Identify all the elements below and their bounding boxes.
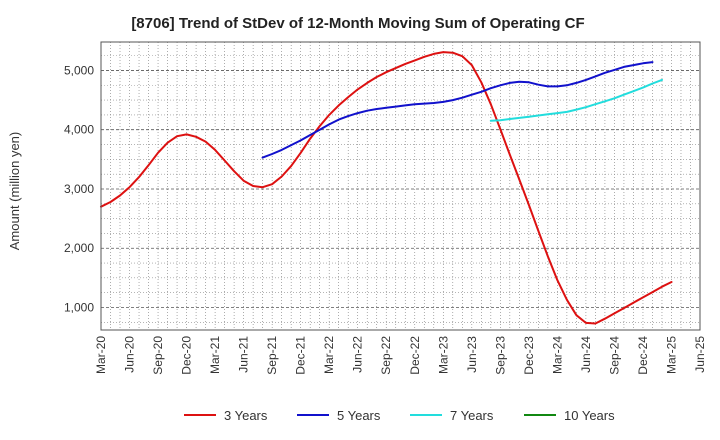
y-axis-title: Amount (million yen) bbox=[7, 132, 22, 251]
y-tick-label: 5,000 bbox=[64, 63, 94, 77]
x-tick-label: Mar-21 bbox=[208, 336, 222, 374]
x-tick-label: Sep-23 bbox=[493, 336, 507, 375]
x-tick-label: Sep-20 bbox=[151, 336, 165, 375]
x-tick-label: Dec-23 bbox=[522, 336, 536, 375]
x-tick-label: Jun-23 bbox=[465, 336, 479, 373]
y-tick-label: 2,000 bbox=[64, 241, 94, 255]
y-tick-label: 1,000 bbox=[64, 300, 94, 314]
series-layer bbox=[100, 51, 673, 325]
legend-label: 3 Years bbox=[224, 408, 268, 423]
series-line-5-years bbox=[261, 61, 654, 159]
plot-area bbox=[101, 42, 700, 330]
series-line-3-years bbox=[100, 51, 673, 325]
x-tick-label: Mar-25 bbox=[664, 336, 678, 374]
x-tick-label: Mar-24 bbox=[550, 336, 564, 374]
x-tick-label: Jun-25 bbox=[693, 336, 707, 373]
x-tick-label: Sep-24 bbox=[607, 336, 621, 375]
y-tick-label: 4,000 bbox=[64, 123, 94, 137]
x-tick-label: Sep-21 bbox=[265, 336, 279, 375]
x-tick-label: Mar-22 bbox=[322, 336, 336, 374]
x-tick-label: Mar-20 bbox=[94, 336, 108, 374]
legend-label: 10 Years bbox=[564, 408, 615, 423]
x-tick-label: Sep-22 bbox=[379, 336, 393, 375]
legend-label: 5 Years bbox=[337, 408, 381, 423]
x-tick-label: Dec-20 bbox=[180, 336, 194, 375]
x-tick-label: Jun-20 bbox=[123, 336, 137, 373]
x-tick-label: Jun-24 bbox=[579, 336, 593, 373]
legend-label: 7 Years bbox=[450, 408, 494, 423]
y-tick-label: 3,000 bbox=[64, 182, 94, 196]
plot-frame bbox=[100, 41, 701, 331]
x-tick-label: Dec-22 bbox=[408, 336, 422, 375]
x-axis-ticks: Mar-20 Jun-20 Sep-20 Dec-20 Mar-21 Jun-21 Sep-… bbox=[94, 336, 707, 375]
legend: 3 Years 5 Years 7 Years 10 Years bbox=[184, 408, 615, 423]
grid bbox=[101, 42, 700, 330]
x-tick-label: Jun-22 bbox=[351, 336, 365, 373]
x-tick-label: Mar-23 bbox=[436, 336, 450, 374]
chart-title: [8706] Trend of StDev of 12-Month Moving… bbox=[131, 15, 584, 32]
x-tick-label: Jun-21 bbox=[237, 336, 251, 373]
y-axis-ticks: 1,000 2,000 3,000 4,000 5,000 bbox=[64, 63, 94, 314]
series-line-7-years bbox=[489, 78, 663, 122]
x-tick-label: Dec-24 bbox=[636, 336, 650, 375]
x-tick-label: Dec-21 bbox=[294, 336, 308, 375]
